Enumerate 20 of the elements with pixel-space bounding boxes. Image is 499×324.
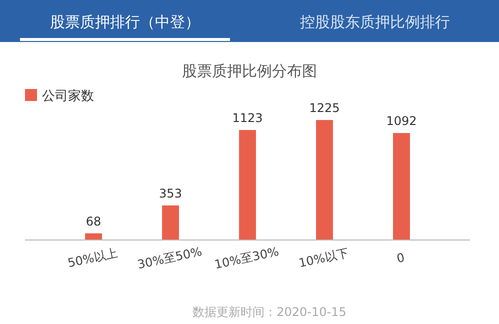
x-tick-label: 10%以下 <box>297 246 350 270</box>
text: 数据更新时间：2020-10-15 <box>192 305 346 319</box>
x-tick-label: 0 <box>395 250 406 266</box>
legend-label: 公司家数 <box>42 88 94 104</box>
data-label: 1225 <box>309 101 340 115</box>
bar <box>162 205 179 240</box>
bar <box>393 133 410 240</box>
x-tick-label: 30%至50% <box>136 244 204 272</box>
chart-title: 股票质押比例分布图 <box>182 62 317 80</box>
x-tick-label: 10%至30% <box>213 244 280 272</box>
bar <box>316 120 333 240</box>
text: 控股股东质押比例排行 <box>300 13 450 31</box>
data-label: 68 <box>86 214 102 228</box>
data-label: 1092 <box>386 114 417 128</box>
x-tick-label: 50%以上 <box>66 246 119 270</box>
bar <box>85 233 102 240</box>
data-label: 1123 <box>232 110 263 125</box>
data-label: 353 <box>159 186 182 200</box>
text: 股票质押排行（中登） <box>50 13 200 31</box>
bar <box>239 130 256 240</box>
